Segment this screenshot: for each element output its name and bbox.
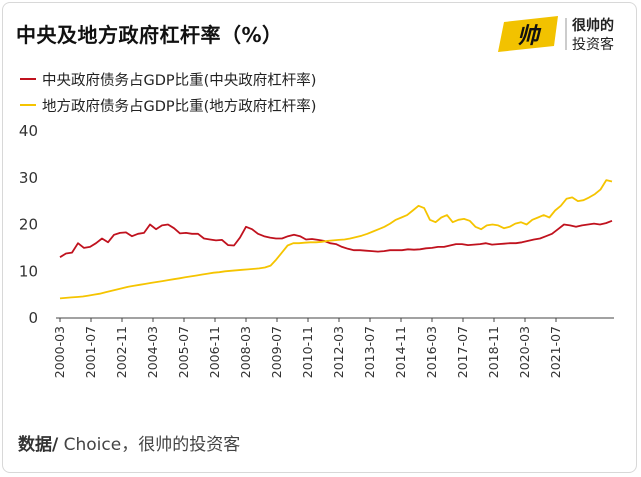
x-tick-label: 2010-11 [300, 326, 315, 378]
source-text: Choice，很帅的投资客 [58, 435, 241, 455]
x-tick-label: 2008-03 [238, 326, 253, 378]
x-tick-label: 2006-11 [207, 326, 222, 378]
legend-swatch-local [20, 104, 36, 106]
x-tick-label: 2004-03 [145, 326, 160, 378]
x-tick-label: 2017-07 [455, 326, 470, 378]
y-tick-label: 10 [19, 262, 38, 280]
chart-card [2, 2, 637, 473]
brand-name-line2: 投资客 [572, 37, 614, 53]
x-tick-label: 2001-07 [83, 326, 98, 378]
chart-axes: 0 10 20 30 40 2000-03 2001-07 2002-11 2004-03 200… [19, 122, 614, 378]
x-tick-label: 2002-11 [114, 326, 129, 378]
chart-legend: 中央政府债务占GDP比重(中央政府杠杆率) 地方政府债务占GDP比重(地方政府杠… [18, 66, 316, 118]
source-label: 数据/ [18, 435, 59, 455]
y-tick-label: 40 [19, 122, 38, 140]
series-layer [59, 179, 613, 300]
x-tick-label: 2018-11 [486, 326, 501, 378]
x-tick-label: 2016-03 [424, 326, 439, 378]
logo-glyph: 帅 [517, 24, 542, 49]
x-tick-label: 2000-03 [52, 326, 67, 378]
brand-logo: 帅 [498, 16, 567, 52]
x-tick-label: 2012-03 [331, 326, 346, 378]
series-line-local [59, 179, 613, 300]
x-tick-label: 2021-07 [548, 326, 563, 378]
brand-name-line1: 很帅的 [572, 18, 614, 34]
x-tick-label: 2013-07 [362, 326, 377, 378]
legend-label-local: 地方政府债务占GDP比重(地方政府杠杆率) [42, 98, 317, 115]
legend-label-central: 中央政府债务占GDP比重(中央政府杠杆率) [42, 72, 317, 89]
legend-item-local: 地方政府债务占GDP比重(地方政府杠杆率) [18, 92, 316, 118]
x-tick-label: 2020-03 [517, 326, 532, 378]
brand-name: 很帅的 投资客 [572, 17, 614, 55]
y-tick-label: 30 [19, 169, 38, 187]
series-line-central [59, 219, 613, 258]
x-tick-label: 2005-07 [176, 326, 191, 378]
source-note: 数据/ Choice，很帅的投资客 [18, 430, 240, 455]
chart-title: 中央及地方政府杠杆率（%） [16, 23, 283, 47]
y-tick-label: 0 [28, 309, 38, 327]
logo-icon: 帅 [498, 16, 558, 52]
x-tick-label: 2009-07 [269, 326, 284, 378]
legend-item-central: 中央政府债务占GDP比重(中央政府杠杆率) [18, 66, 316, 92]
legend-swatch-central [20, 78, 36, 80]
y-tick-label: 20 [19, 216, 38, 234]
x-tick-label: 2014-11 [393, 326, 408, 378]
